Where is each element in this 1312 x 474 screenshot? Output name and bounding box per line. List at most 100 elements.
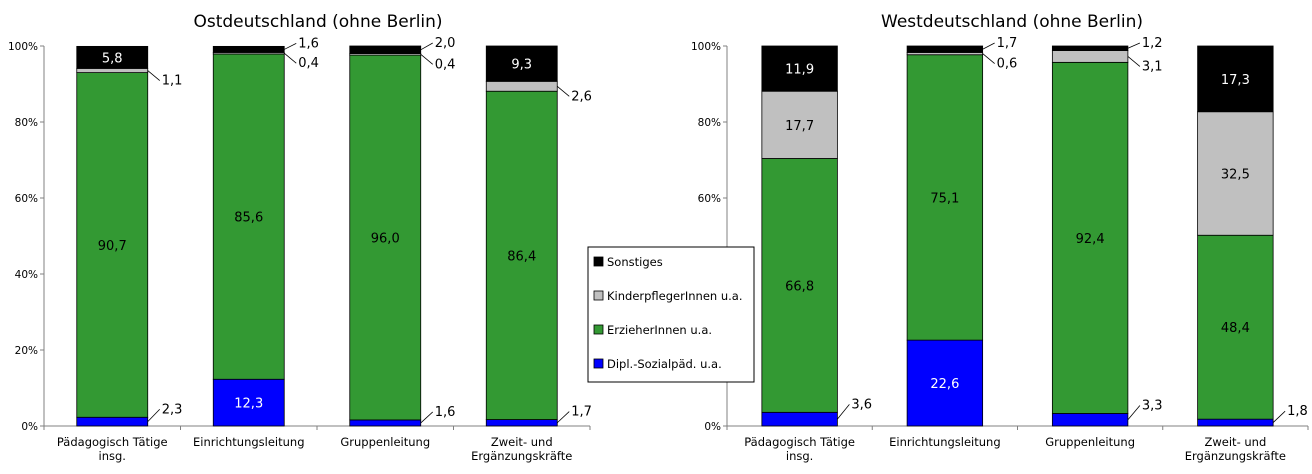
x-tick-label: insg. <box>99 449 126 463</box>
legend-label: ErzieherInnen u.a. <box>607 323 712 337</box>
bar-segment-erzieherinnen-u-a <box>485 90 558 420</box>
x-tick-label: Gruppenleitung <box>340 435 430 449</box>
data-label: 3,3 <box>1142 398 1163 413</box>
bar-segment-erzieherinnen-u-a <box>1051 61 1129 414</box>
data-label: 3,6 <box>851 397 872 412</box>
x-tick-label: Einrichtungsleitung <box>193 435 305 449</box>
label-leader-line <box>556 85 570 97</box>
y-tick-label: 80% <box>698 117 721 129</box>
bar-segment-erzieherinnen-u-a <box>761 158 838 413</box>
bar-segment-kinderpflegerinnen-u-a <box>76 68 149 73</box>
bar-segment-erzieherinnen-u-a <box>906 54 984 341</box>
legend-swatch <box>593 256 604 267</box>
x-tick-label: Zweit- und <box>491 435 553 449</box>
bar-segment-sonstiges <box>212 45 285 53</box>
legend-label: Dipl.-Sozialpäd. u.a. <box>607 357 722 371</box>
data-label: 9,3 <box>511 58 532 73</box>
data-label: 1,7 <box>997 36 1018 51</box>
y-tick-label: 60% <box>698 193 721 205</box>
x-tick-label: Zweit- und <box>1205 435 1267 449</box>
bar-segment-dipl-sozialp-d-u-a <box>212 378 285 427</box>
y-tick-label: 100% <box>691 41 721 53</box>
y-tick-label: 20% <box>15 345 38 357</box>
data-label: 17,3 <box>1221 73 1250 88</box>
legend-label: KinderpflegerInnen u.a. <box>607 289 742 303</box>
data-label: 1,2 <box>1142 36 1163 51</box>
y-tick-label: 100% <box>8 41 38 53</box>
data-label: 48,4 <box>1221 321 1250 336</box>
data-label: 3,1 <box>1142 59 1163 74</box>
bar-segment-sonstiges <box>1197 45 1274 113</box>
label-leader-line <box>1127 42 1141 49</box>
label-leader-line <box>147 408 161 422</box>
data-label: 2,6 <box>571 89 592 104</box>
label-leader-line <box>420 54 433 65</box>
bar-segment-sonstiges <box>906 45 984 53</box>
label-leader-line <box>982 53 995 64</box>
bar-segment-dipl-sozialp-d-u-a <box>1051 413 1129 427</box>
label-leader-line <box>420 42 433 51</box>
bar-segment-sonstiges <box>76 45 149 69</box>
label-leader-line <box>1127 56 1141 67</box>
legend-box <box>587 246 755 383</box>
data-label: 0,4 <box>435 57 456 72</box>
bar-segment-dipl-sozialp-d-u-a <box>485 419 558 427</box>
data-label: 86,4 <box>507 249 536 264</box>
legend-swatch <box>593 324 604 335</box>
label-leader-line <box>982 42 995 50</box>
bar-segment-erzieherinnen-u-a <box>76 72 149 418</box>
data-label: 2,3 <box>162 402 183 417</box>
legend-swatch <box>593 290 604 301</box>
label-leader-line <box>556 411 570 424</box>
bar-segment-kinderpflegerinnen-u-a <box>761 90 838 159</box>
x-tick-label: Ergänzungskräfte <box>1185 449 1286 463</box>
y-tick-label: 60% <box>15 193 38 205</box>
legend-swatch <box>593 358 604 369</box>
chart-ost: Ostdeutschland (ohne Berlin) 0% 20% 40% 60% 8… <box>8 12 592 463</box>
x-tick-label: Einrichtungsleitung <box>889 435 1001 449</box>
data-label: 90,7 <box>98 239 127 254</box>
data-label: 0,6 <box>997 57 1018 72</box>
bar-segment-erzieherinnen-u-a <box>1197 234 1274 420</box>
label-leader-line <box>1127 405 1141 420</box>
x-tick-label: insg. <box>786 449 813 463</box>
data-label: 2,0 <box>435 36 456 51</box>
data-label: 1,8 <box>1287 404 1308 419</box>
bar-segment-kinderpflegerinnen-u-a <box>1197 111 1274 236</box>
label-leader-line <box>283 52 297 64</box>
bar-segment-dipl-sozialp-d-u-a <box>349 419 422 427</box>
bar-segment-sonstiges <box>349 45 422 54</box>
chart-west: Westdeutschland (ohne Berlin)0%20%40%60%… <box>691 12 1309 463</box>
bar-segment-dipl-sozialp-d-u-a <box>76 416 149 427</box>
data-label: 92,4 <box>1076 232 1105 247</box>
x-tick-label: Pädagogisch Tätige <box>57 435 168 449</box>
bar-segment-sonstiges <box>1051 45 1129 51</box>
data-label: 1,7 <box>571 405 592 420</box>
label-leader-line <box>420 411 434 424</box>
data-label: 1,1 <box>162 74 183 89</box>
label-leader-line <box>147 70 160 81</box>
bar-segment-kinderpflegerinnen-u-a <box>485 80 558 92</box>
data-label: 66,8 <box>785 279 814 294</box>
data-label: 96,0 <box>371 232 400 247</box>
legend-label: Sonstiges <box>607 255 663 269</box>
data-label: 12,3 <box>234 397 263 412</box>
bar-segment-kinderpflegerinnen-u-a <box>1051 50 1129 63</box>
data-label: 1,6 <box>435 405 456 420</box>
chart-title: Ostdeutschland (ohne Berlin) <box>193 12 442 32</box>
bar-segment-dipl-sozialp-d-u-a <box>761 411 838 427</box>
bar-segment-sonstiges <box>485 45 558 82</box>
label-leader-line <box>837 404 850 420</box>
x-tick-label: Gruppenleitung <box>1045 435 1135 449</box>
y-tick-label: 40% <box>15 269 38 281</box>
x-tick-label: Pädagogisch Tätige <box>744 435 855 449</box>
label-leader-line <box>284 43 297 50</box>
y-tick-label: 0% <box>21 421 38 433</box>
data-label: 17,7 <box>785 119 814 134</box>
bar-segment-sonstiges <box>761 45 838 92</box>
data-label: 0,4 <box>298 56 319 71</box>
data-label: 22,6 <box>930 377 959 392</box>
label-leader-line <box>1272 410 1286 423</box>
x-tick-label: Ergänzungskräfte <box>471 449 572 463</box>
